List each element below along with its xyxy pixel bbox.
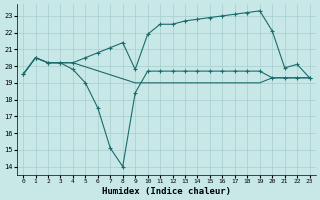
X-axis label: Humidex (Indice chaleur): Humidex (Indice chaleur) [102,187,231,196]
